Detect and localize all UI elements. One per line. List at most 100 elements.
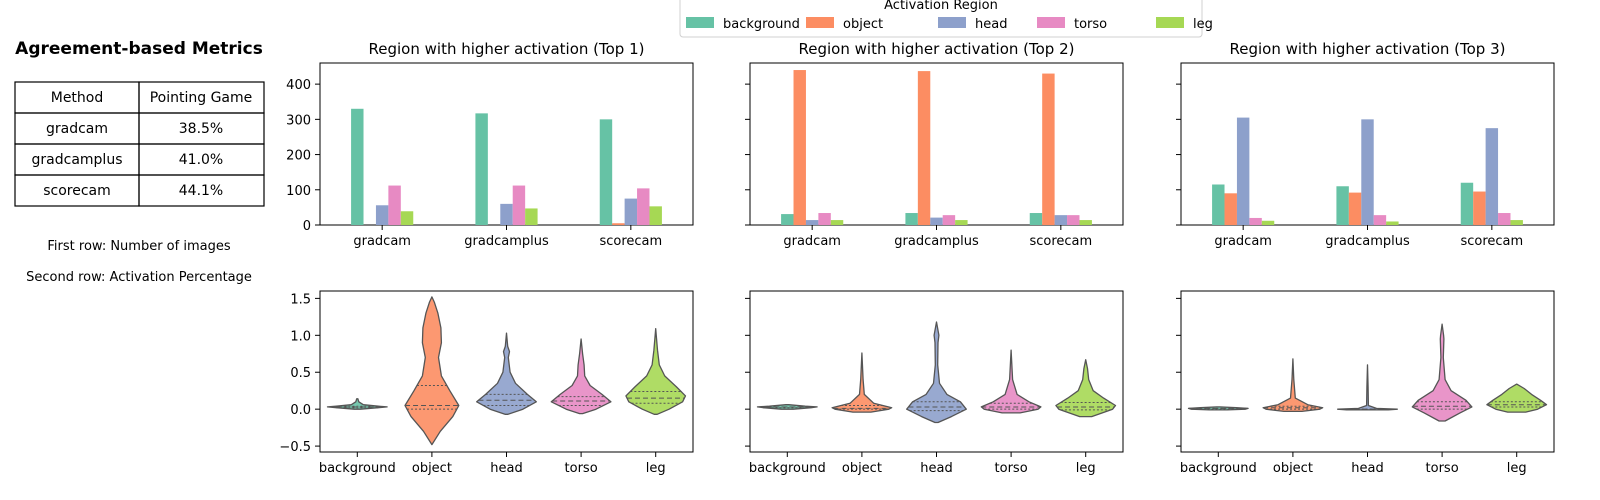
violin-xtick-label: leg [646, 461, 666, 476]
bar-ytick-label: 400 [286, 78, 311, 93]
bar-background [1336, 186, 1349, 225]
bar-head [624, 198, 638, 225]
violin-ytick-label: 1.0 [290, 329, 311, 344]
bar-ytick-label: 300 [286, 113, 311, 128]
legend-label-head: head [975, 17, 1007, 32]
bar-head [930, 217, 943, 225]
bar-xtick-label: scorecam [1029, 234, 1092, 249]
note-first-row: First row: Number of images [47, 239, 230, 254]
bar-torso [1249, 217, 1262, 225]
violin-chart-3: background object head torso leg [1176, 290, 1555, 476]
bar-torso [388, 185, 401, 225]
table-cell-text: 44.1% [179, 183, 223, 199]
bar-leg [1079, 220, 1092, 225]
legend: Activation Region background object head tor… [679, 0, 1213, 38]
legend-swatch-background [686, 17, 714, 28]
bar-xtick-label: scorecam [599, 234, 662, 249]
violin-xtick-label: head [1351, 461, 1383, 476]
violin-leg [625, 328, 687, 415]
violin-xtick-label: head [920, 461, 952, 476]
violin-ytick-label: 0.5 [290, 366, 311, 381]
bar-torso [512, 185, 526, 225]
violin-chart-1: −0.5 0.0 0.5 1.0 1.5 background object head tors… [279, 290, 694, 476]
violin-xtick-label: object [412, 461, 452, 476]
bar-chart-title: Region with higher activation (Top 3) [1230, 40, 1506, 58]
bar-leg [1261, 220, 1275, 225]
bar-background [599, 119, 613, 225]
violin-torso [550, 338, 612, 415]
table-cell-text: scorecam [43, 183, 111, 199]
bar-background [1029, 213, 1043, 225]
bar-head [1054, 215, 1068, 225]
violin-xtick-label: object [1273, 461, 1313, 476]
note-second-row: Second row: Activation Percentage [26, 270, 252, 285]
violin-xtick-label: object [842, 461, 882, 476]
violin-ytick-label: 0.0 [290, 403, 311, 418]
bar-xtick-label: scorecam [1460, 234, 1523, 249]
table-cell [138, 174, 265, 207]
bar-ytick-label: 0 [303, 219, 311, 234]
bar-leg [649, 206, 662, 225]
bar-torso [818, 213, 831, 225]
bar-object [1473, 191, 1486, 225]
violin-ytick-label: −0.5 [279, 440, 311, 455]
violin-xtick-label: torso [995, 461, 1028, 476]
legend-swatch-torso [1037, 17, 1065, 28]
violin-xtick-label: head [490, 461, 522, 476]
table-cell-text: 38.5% [179, 121, 223, 137]
table-cell-text: 41.0% [179, 152, 223, 168]
bar-background [351, 108, 364, 225]
violin-xtick-label: background [1180, 461, 1257, 476]
table-cell-text: gradcam [46, 121, 108, 137]
violin-xtick-label: background [749, 461, 826, 476]
violin-xtick-label: leg [1076, 461, 1096, 476]
bar-background [1212, 184, 1225, 225]
bar-xtick-label: gradcamplus [464, 234, 549, 249]
bar-leg [400, 211, 414, 225]
charts: Region with higher activation (Top 1) 0 10… [279, 40, 1555, 476]
bar-chart-title: Region with higher activation (Top 2) [799, 40, 1075, 58]
legend-title: Activation Region [884, 0, 998, 13]
bar-background [781, 214, 794, 225]
bar-leg [1510, 220, 1523, 225]
violin-object [1262, 358, 1324, 413]
legend-label-torso: torso [1074, 17, 1107, 32]
metrics-title: Agreement-based Metrics [15, 39, 263, 59]
legend-swatch-head [938, 17, 966, 28]
violin-object [831, 352, 893, 413]
bar-chart-title: Region with higher activation (Top 1) [369, 40, 645, 58]
bar-background [1460, 182, 1474, 225]
bar-xtick-label: gradcam [783, 234, 841, 249]
bar-background [475, 113, 488, 225]
bar-object [1348, 192, 1362, 225]
bar-head [500, 203, 513, 225]
bar-leg [1386, 221, 1399, 225]
bar-head [1236, 117, 1250, 225]
table-header-1: Pointing Game [150, 90, 253, 106]
bar-object [917, 71, 931, 225]
violin-torso [980, 349, 1042, 414]
violin-chart-2: background object head torso leg [745, 290, 1124, 476]
legend-label-leg: leg [1193, 17, 1213, 32]
legend-label-object: object [843, 17, 883, 32]
bar-object [793, 70, 806, 225]
bar-torso [637, 188, 650, 225]
bar-leg [830, 220, 844, 225]
bar-object [612, 223, 625, 225]
bar-torso [1498, 213, 1511, 225]
bar-leg [955, 220, 968, 225]
violin-head [1337, 364, 1398, 411]
bar-xtick-label: gradcam [1214, 234, 1272, 249]
violin-head [906, 321, 967, 424]
bar-background [905, 213, 918, 225]
bar-head [1485, 128, 1499, 225]
bar-chart-top1: Region with higher activation (Top 1) 0 10… [286, 40, 694, 249]
bar-ytick-label: 200 [286, 149, 311, 164]
violin-object [404, 296, 460, 446]
bar-torso [1067, 215, 1080, 225]
bar-head [375, 205, 389, 225]
legend-label-background: background [723, 17, 800, 32]
bar-torso [942, 215, 956, 225]
violin-xtick-label: background [319, 461, 396, 476]
